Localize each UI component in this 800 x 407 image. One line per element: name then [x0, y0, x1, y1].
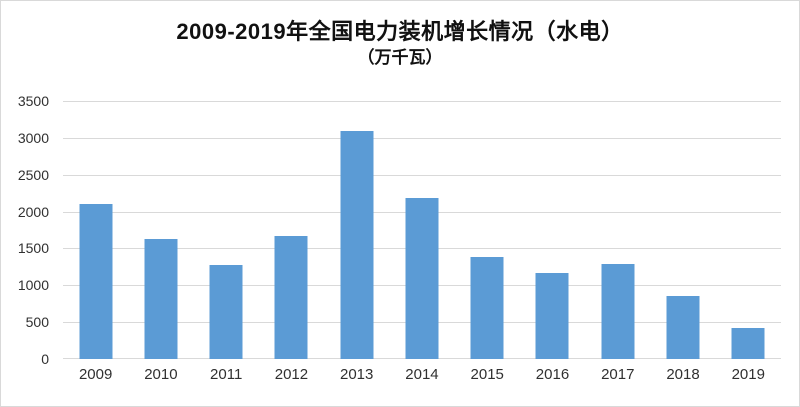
x-tick-label-2018: 2018 [666, 366, 700, 383]
bar-2012 [274, 235, 308, 359]
bar-slot-2010 [128, 101, 193, 359]
y-tick-label-2500: 2500 [17, 167, 49, 183]
y-tick-label-3500: 3500 [17, 93, 49, 109]
bar-slot-2017 [585, 101, 650, 359]
y-tick-label-3000: 3000 [17, 130, 49, 146]
bar-2009 [79, 203, 113, 359]
x-tick-label-2017: 2017 [601, 366, 635, 383]
x-tick-label-2011: 2011 [210, 366, 243, 383]
bar-2014 [405, 198, 439, 359]
x-tick-label-2014: 2014 [405, 366, 439, 383]
bar-slot-2011 [194, 101, 259, 359]
bar-slot-2012 [259, 101, 324, 359]
y-axis-labels: 0 500 1000 1500 2000 2500 3000 3500 [1, 93, 49, 367]
bar-slot-2015 [455, 101, 520, 359]
bar-slot-2019 [716, 101, 781, 359]
x-tick-label-2012: 2012 [274, 366, 309, 383]
y-tick-label-500: 500 [25, 314, 49, 330]
bar-2016 [535, 272, 569, 359]
x-tick-label-2019: 2019 [731, 366, 765, 383]
x-tick-label-2010: 2010 [144, 366, 178, 383]
bar-2010 [144, 238, 178, 359]
gridline-3000 [63, 138, 781, 139]
x-tick-label-2016: 2016 [535, 366, 570, 383]
bar-2011 [209, 264, 243, 359]
bar-slot-2009 [63, 101, 128, 359]
x-tick-label-2013: 2013 [340, 366, 374, 383]
bar-2017 [601, 263, 635, 359]
bar-2013 [340, 130, 374, 359]
y-tick-label-1500: 1500 [17, 240, 49, 256]
bar-slot-2018 [650, 101, 715, 359]
y-tick-label-2000: 2000 [17, 204, 49, 220]
bar-2015 [470, 257, 504, 359]
plot-area [63, 101, 781, 359]
y-tick-label-0: 0 [41, 351, 49, 367]
x-axis-labels: 2009 2010 2011 2012 2013 2014 2015 2016 2017 2018… [63, 365, 781, 385]
bar-series [63, 101, 781, 359]
x-tick-label-2015: 2015 [470, 366, 504, 383]
gridline-3500 [63, 101, 781, 102]
x-tick-label-2009: 2009 [78, 366, 113, 383]
chart-title: 2009-2019年全国电力装机增长情况（水电） [176, 19, 624, 44]
bar-2018 [666, 296, 700, 359]
bar-slot-2013 [324, 101, 389, 359]
chart-subtitle: （万千瓦） [357, 48, 443, 67]
bar-slot-2016 [520, 101, 585, 359]
gridline-2500 [63, 175, 781, 176]
y-tick-label-1000: 1000 [17, 277, 49, 293]
bar-2019 [731, 328, 765, 359]
bar-slot-2014 [389, 101, 454, 359]
